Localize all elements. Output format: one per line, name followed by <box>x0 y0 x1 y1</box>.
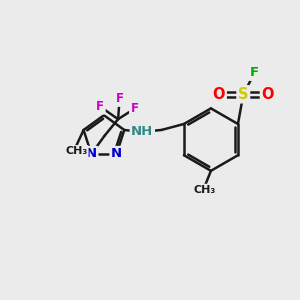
Text: N: N <box>86 147 97 161</box>
Text: O: O <box>261 87 274 102</box>
Text: F: F <box>96 100 104 113</box>
Text: N: N <box>111 147 122 161</box>
Text: F: F <box>250 66 259 80</box>
Text: F: F <box>130 102 138 115</box>
Text: O: O <box>213 87 225 102</box>
Text: CH₃: CH₃ <box>194 185 216 195</box>
Text: NH: NH <box>131 125 153 138</box>
Text: S: S <box>238 87 249 102</box>
Text: F: F <box>116 92 124 106</box>
Text: CH₃: CH₃ <box>65 146 87 156</box>
